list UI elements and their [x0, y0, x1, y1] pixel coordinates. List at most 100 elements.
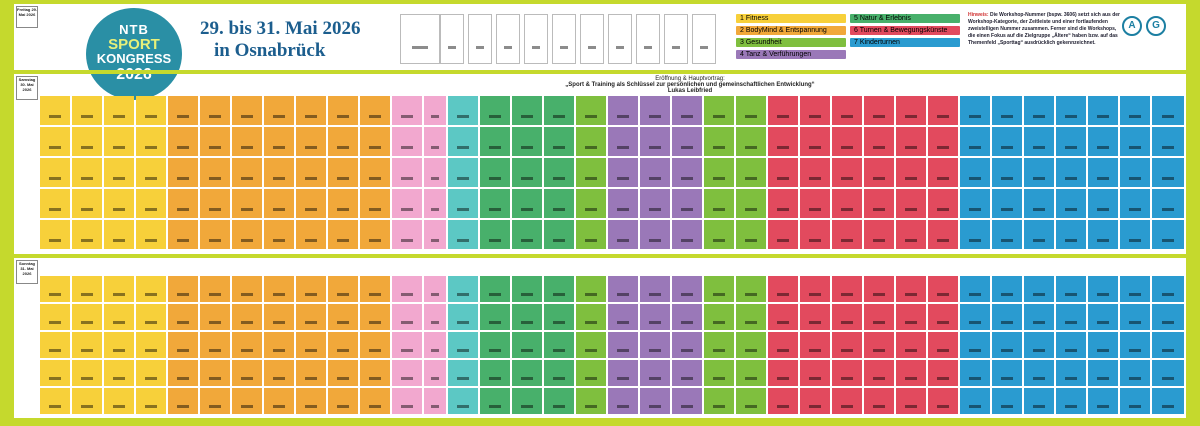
- workshop-cell: [896, 388, 926, 414]
- workshop-cell: [864, 388, 894, 414]
- workshop-cell: [960, 332, 990, 358]
- day-label-friday: Freitag 29. Mai 2026: [16, 6, 38, 28]
- workshop-cell: [1024, 360, 1054, 386]
- workshop-cell: [736, 276, 766, 302]
- workshop-cell: [40, 360, 70, 386]
- workshop-cell: [896, 360, 926, 386]
- workshop-cell: [232, 332, 262, 358]
- workshop-cell: [704, 189, 734, 218]
- workshop-cell: [832, 220, 862, 249]
- workshop-cell: [992, 276, 1022, 302]
- workshop-cell: [576, 158, 606, 187]
- workshop-cell: [392, 127, 422, 156]
- workshop-cell: [232, 189, 262, 218]
- workshop-cell: [800, 158, 830, 187]
- workshop-cell: [448, 388, 478, 414]
- workshop-cell: [1056, 276, 1086, 302]
- workshop-cell: [448, 127, 478, 156]
- workshop-cell: [1120, 332, 1150, 358]
- legend-kids: 7 Kinderturnen: [850, 38, 960, 47]
- workshop-cell: [480, 388, 510, 414]
- workshop-cell: [200, 127, 230, 156]
- workshop-cell: [736, 304, 766, 330]
- workshop-cell: [104, 158, 134, 187]
- workshop-cell: [200, 304, 230, 330]
- workshop-cell: [424, 127, 446, 156]
- workshop-cell: [424, 388, 446, 414]
- workshop-cell: [40, 158, 70, 187]
- workshop-cell: [672, 276, 702, 302]
- workshop-cell: [704, 96, 734, 125]
- workshop-cell: [40, 189, 70, 218]
- workshop-cell: [864, 304, 894, 330]
- workshop-cell: [576, 304, 606, 330]
- workshop-cell: [200, 360, 230, 386]
- workshop-cell: [40, 127, 70, 156]
- workshop-cell: [1120, 276, 1150, 302]
- workshop-cell: [400, 14, 440, 64]
- workshop-cell: [704, 388, 734, 414]
- workshop-cell: [960, 189, 990, 218]
- workshop-cell: [232, 96, 262, 125]
- workshop-cell: [896, 158, 926, 187]
- workshop-cell: [864, 96, 894, 125]
- workshop-cell: [608, 360, 638, 386]
- workshop-cell: [480, 96, 510, 125]
- workshop-cell: [1088, 360, 1118, 386]
- workshop-cell: [360, 360, 390, 386]
- workshop-cell: [640, 276, 670, 302]
- workshop-cell: [136, 96, 166, 125]
- workshop-cell: [168, 158, 198, 187]
- workshop-cell: [168, 189, 198, 218]
- workshop-cell: [72, 304, 102, 330]
- workshop-cell: [1120, 388, 1150, 414]
- workshop-cell: [608, 158, 638, 187]
- workshop-cell: [424, 332, 446, 358]
- workshop-cell: [864, 276, 894, 302]
- workshop-cell: [232, 388, 262, 414]
- workshop-cell: [960, 127, 990, 156]
- workshop-cell: [72, 158, 102, 187]
- workshop-cell: [552, 14, 576, 64]
- event-place: in Osnabrück: [214, 40, 326, 61]
- workshop-cell: [896, 304, 926, 330]
- workshop-cell: [296, 158, 326, 187]
- workshop-cell: [200, 220, 230, 249]
- workshop-cell: [704, 304, 734, 330]
- workshop-cell: [576, 96, 606, 125]
- workshop-cell: [168, 360, 198, 386]
- workshop-cell: [576, 127, 606, 156]
- workshop-cell: [360, 96, 390, 125]
- workshop-cell: [1088, 189, 1118, 218]
- workshop-cell: [640, 189, 670, 218]
- workshop-cell: [296, 276, 326, 302]
- workshop-cell: [1120, 304, 1150, 330]
- workshop-cell: [360, 388, 390, 414]
- workshop-cell: [1120, 96, 1150, 125]
- legend-nature: 5 Natur & Erlebnis: [850, 14, 960, 23]
- day-separator: [14, 70, 1186, 74]
- workshop-cell: [264, 332, 294, 358]
- workshop-cell: [392, 189, 422, 218]
- workshop-cell: [1088, 96, 1118, 125]
- workshop-cell: [264, 127, 294, 156]
- workshop-cell: [480, 189, 510, 218]
- workshop-cell: [448, 332, 478, 358]
- workshop-cell: [168, 220, 198, 249]
- workshop-cell: [1024, 304, 1054, 330]
- workshop-cell: [1024, 276, 1054, 302]
- workshop-cell: [360, 189, 390, 218]
- workshop-cell: [832, 158, 862, 187]
- hint-text: Die Workshop-Nummer (bspw. 3606) setzt s…: [968, 12, 1120, 46]
- workshop-cell: [200, 388, 230, 414]
- workshop-cell: [1152, 388, 1184, 414]
- workshop-cell: [296, 96, 326, 125]
- workshop-cell: [832, 96, 862, 125]
- workshop-cell: [328, 158, 358, 187]
- workshop-cell: [136, 276, 166, 302]
- workshop-cell: [640, 127, 670, 156]
- workshop-cell: [424, 276, 446, 302]
- workshop-cell: [360, 276, 390, 302]
- workshop-cell: [168, 276, 198, 302]
- workshop-cell: [960, 96, 990, 125]
